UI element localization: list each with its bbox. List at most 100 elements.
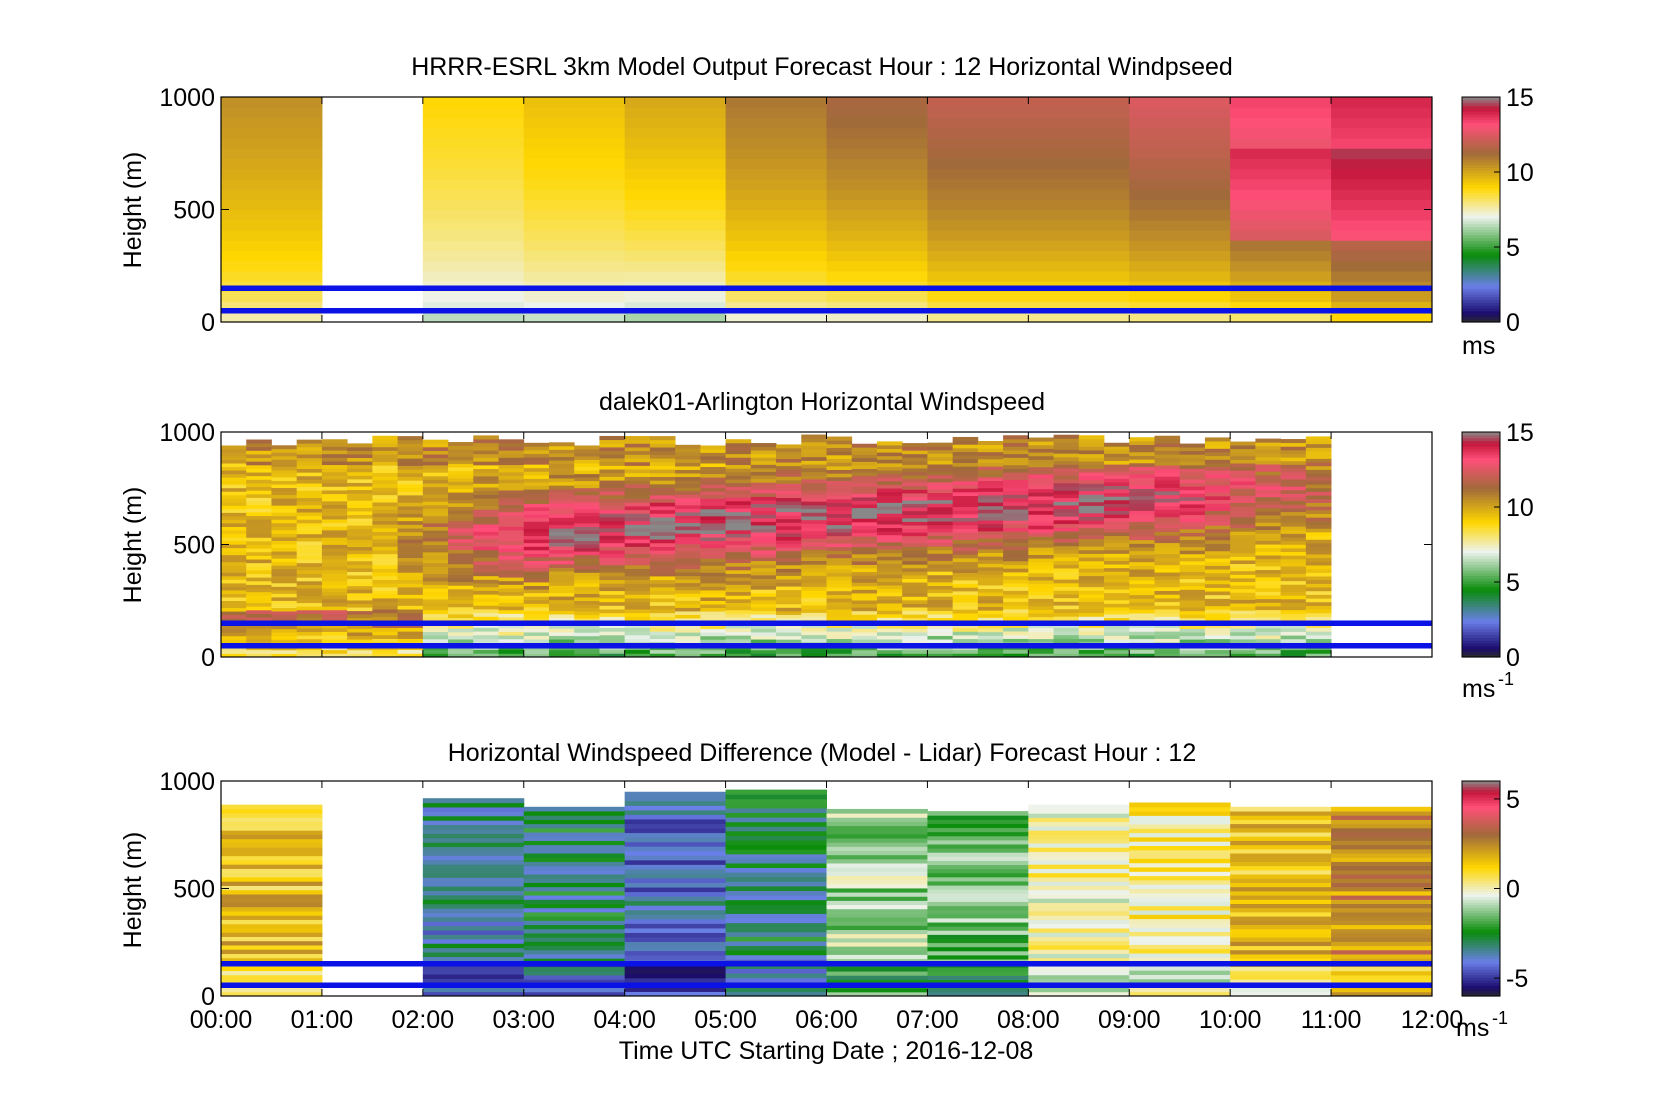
- lidar-cell: [1280, 460, 1307, 465]
- lidar-cell: [321, 588, 348, 593]
- lidar-cell: [1230, 585, 1256, 590]
- difference-cell: [422, 864, 525, 870]
- lidar-cell: [1104, 571, 1130, 576]
- lidar-cell: [1154, 568, 1181, 573]
- colorbar-step: [1462, 893, 1500, 898]
- lidar-cell: [851, 443, 878, 448]
- difference-cell: [1331, 874, 1433, 879]
- difference-cell: [826, 854, 928, 860]
- lidar-cell: [221, 466, 247, 471]
- lidar-cell: [448, 442, 474, 447]
- lidar-cell: [624, 609, 651, 614]
- lidar-cell: [221, 597, 247, 601]
- colorbar-step: [1462, 108, 1500, 112]
- difference-cell: [1230, 899, 1332, 905]
- lidar-cell: [574, 515, 600, 520]
- lidar-cell: [221, 575, 247, 580]
- difference-cell: [523, 806, 626, 812]
- lidar-cell: [347, 450, 373, 455]
- colorbar-step: [1462, 934, 1500, 938]
- model-cell: [221, 178, 323, 190]
- lidar-cell: [675, 483, 701, 488]
- lidar-cell: [1154, 505, 1181, 510]
- lidar-cell: [397, 553, 424, 558]
- lidar-cell: [801, 579, 827, 584]
- lidar-cell: [851, 571, 878, 576]
- lidar-cell: [1078, 450, 1105, 455]
- lidar-cell: [246, 649, 272, 654]
- lidar-cell: [649, 550, 676, 555]
- lidar-cell: [599, 539, 626, 544]
- difference-cell: [1028, 966, 1130, 971]
- lidar-cell: [599, 575, 626, 581]
- lidar-cell: [1255, 460, 1282, 465]
- lidar-cell: [1078, 464, 1105, 469]
- difference-cell: [1230, 823, 1332, 829]
- lidar-cell: [1179, 447, 1206, 452]
- difference-cell: [422, 894, 525, 900]
- lidar-cell: [523, 510, 550, 515]
- lidar-cell: [750, 471, 777, 476]
- model-cell: [927, 168, 1029, 180]
- lidar-cell: [599, 524, 626, 529]
- lidar-cell: [397, 498, 424, 503]
- lidar-cell: [574, 473, 600, 478]
- lidar-cell: [296, 490, 323, 495]
- lidar-cell: [826, 627, 853, 632]
- lidar-cell: [876, 567, 903, 572]
- lidar-cell: [1204, 532, 1231, 537]
- lidar-cell: [448, 603, 474, 608]
- lidar-cell: [599, 502, 626, 507]
- difference-cell: [725, 986, 827, 992]
- lidar-cell: [675, 547, 701, 552]
- difference-cell: [826, 875, 928, 881]
- difference-cell: [927, 922, 1029, 927]
- lidar-cell: [1078, 616, 1105, 621]
- colorbar-step: [1462, 987, 1500, 992]
- difference-cell: [927, 946, 1029, 952]
- difference-cell: [826, 862, 928, 868]
- difference-cell: [1129, 875, 1231, 881]
- lidar-cell: [271, 593, 298, 598]
- colorbar-step: [1462, 113, 1500, 118]
- lidar-cell: [1053, 497, 1080, 502]
- lidar-cell: [1230, 613, 1256, 618]
- model-cell: [1028, 117, 1130, 129]
- lidar-cell: [1104, 510, 1130, 515]
- difference-cell: [1028, 881, 1130, 886]
- difference-cell: [221, 957, 323, 963]
- difference-cell: [422, 824, 525, 830]
- lidar-cell: [397, 598, 424, 603]
- colorbar-step: [1462, 915, 1500, 919]
- lidar-cell: [750, 468, 777, 472]
- colorbar-step: [1462, 781, 1500, 785]
- lidar-cell: [548, 628, 575, 633]
- lidar-cell: [271, 508, 298, 513]
- lidar-cell: [1028, 572, 1054, 577]
- lidar-cell: [548, 617, 575, 622]
- difference-cell: [826, 829, 928, 835]
- difference-cell: [1129, 944, 1231, 950]
- lidar-cell: [473, 490, 499, 495]
- lidar-cell: [876, 520, 903, 525]
- lidar-cell: [1280, 533, 1307, 538]
- lidar-cell: [523, 607, 550, 611]
- lidar-cell: [700, 639, 726, 644]
- model-cell: [221, 189, 323, 200]
- lidar-cell: [750, 603, 777, 608]
- lidar-cell: [372, 572, 399, 577]
- lidar-cell: [1179, 635, 1206, 640]
- lidar-cell: [649, 450, 676, 455]
- lidar-cell: [271, 484, 298, 489]
- lidar-cell: [826, 454, 853, 459]
- lidar-cell: [422, 443, 449, 448]
- lidar-cell: [952, 510, 979, 515]
- lidar-cell: [700, 477, 726, 482]
- difference-cell: [422, 991, 525, 997]
- lidar-cell: [876, 595, 903, 600]
- lidar-cell: [372, 509, 399, 514]
- colorbar-step: [1462, 277, 1500, 281]
- lidar-cell: [1255, 558, 1282, 563]
- lidar-cell: [776, 571, 802, 576]
- lidar-cell: [1255, 496, 1282, 501]
